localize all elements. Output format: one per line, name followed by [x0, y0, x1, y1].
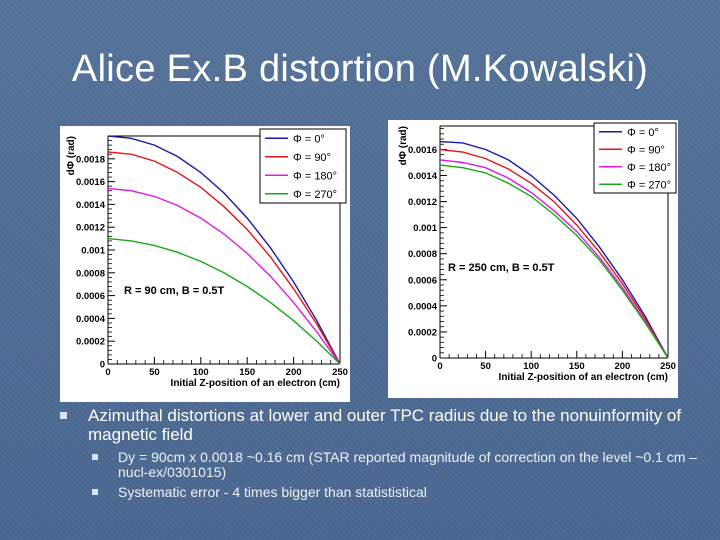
series-line-r250-1: [439, 148, 669, 359]
bullet-main: Azimuthal distortions at lower and outer…: [60, 406, 710, 444]
y-tick-label: 0.001: [413, 223, 437, 234]
sub-bullet-text: Systematic error - 4 times bigger than s…: [118, 484, 427, 500]
y-tick-label: 0.0018: [76, 154, 105, 165]
chart-panel-r250: 0 0.0002 0.0004 0.0006 0.0008 0.001 0.0012 0.00…: [388, 120, 678, 398]
y-tick-label: 0.0014: [76, 200, 106, 211]
sub-bullet-item: Dy = 90cm x 0.0018 ~0.16 cm (STAR report…: [92, 449, 710, 480]
x-tick-label: 0: [105, 367, 110, 378]
legend-label: Φ = 90°: [627, 144, 665, 156]
x-tick-label: 100: [523, 361, 539, 372]
legend-label: Φ = 270°: [627, 179, 671, 191]
x-tick-label: 50: [149, 367, 160, 378]
y-tick-label: 0.0004: [76, 314, 106, 325]
series-line-r250-0: [439, 140, 669, 359]
series-line-r250-2: [439, 159, 669, 359]
y-tick-label: 0.0012: [76, 223, 105, 234]
y-tick-label: 0.0016: [408, 145, 437, 156]
legend-box: [259, 128, 347, 204]
y-tick-label: 0.0014: [408, 171, 438, 182]
y-tick-label: 0.0016: [76, 177, 105, 188]
y-axis-label: dΦ (rad): [66, 136, 77, 175]
x-tick-label: 250: [660, 361, 676, 372]
slide-title: Alice Ex.B distortion (M.Kowalski): [71, 48, 649, 90]
x-tick-label: 0: [437, 361, 442, 372]
chart-annotation: R = 250 cm, B = 0.5T: [448, 262, 555, 274]
legend-label: Φ = 180°: [627, 162, 671, 174]
x-tick-label: 100: [193, 367, 209, 378]
x-tick-label: 250: [332, 367, 348, 378]
chart-annotation: R = 90 cm, B = 0.5T: [124, 285, 225, 297]
sub-bullet-item: Systematic error - 4 times bigger than s…: [92, 484, 710, 500]
x-axis-label: Initial Z-position of an electron (cm): [171, 378, 340, 389]
series-line-r90-0: [107, 135, 341, 365]
y-tick-label: 0.0012: [408, 197, 437, 208]
bullet-square-icon: [60, 412, 67, 419]
series-line-r90-2: [107, 187, 341, 365]
y-tick-label: 0.0008: [408, 249, 437, 260]
chart-panel-r90: 0 0.0002 0.0004 0.0006 0.0008 0.001 0.0012 0.00…: [60, 126, 350, 402]
y-tick-label: 0: [100, 360, 105, 371]
series-line-r90-3: [107, 237, 341, 365]
sub-bullet-list: Dy = 90cm x 0.0018 ~0.16 cm (STAR report…: [60, 450, 710, 500]
series-line-r90-1: [107, 151, 341, 365]
y-tick-label: 0.0006: [408, 275, 437, 286]
y-axis-label: dΦ (rad): [398, 126, 409, 165]
sub-bullet-square-icon: [92, 489, 98, 495]
chart-r250-svg: 0 0.0002 0.0004 0.0006 0.0008 0.001 0.0012 0.00…: [398, 122, 677, 383]
y-tick-label: 0.0002: [408, 327, 437, 338]
y-tick-label: 0.001: [81, 246, 105, 257]
x-tick-label: 200: [614, 361, 630, 372]
x-tick-label: 150: [569, 361, 585, 372]
legend-label: Φ = 0°: [293, 133, 325, 145]
bullet-main-text: Azimuthal distortions at lower and outer…: [88, 406, 682, 444]
legend-label: Φ = 180°: [293, 170, 337, 182]
x-tick-label: 200: [286, 367, 302, 378]
y-tick-label: 0: [432, 354, 437, 365]
y-tick-label: 0.0006: [76, 291, 105, 302]
y-tick-label: 0.0002: [76, 337, 105, 348]
sub-bullet-text: Dy = 90cm x 0.0018 ~0.16 cm (STAR report…: [118, 449, 698, 480]
legend-box: [593, 122, 677, 194]
legend-label: Φ = 90°: [293, 152, 331, 164]
sub-bullet-square-icon: [92, 454, 98, 460]
x-tick-label: 50: [480, 361, 491, 372]
y-tick-label: 0.0004: [408, 301, 438, 312]
legend-label: Φ = 0°: [627, 127, 659, 139]
x-axis-label: Initial Z-position of an electron (cm): [499, 372, 668, 383]
chart-r90-svg: 0 0.0002 0.0004 0.0006 0.0008 0.001 0.0012 0.00…: [66, 128, 348, 389]
x-tick-label: 150: [239, 367, 255, 378]
series-line-r250-3: [439, 164, 669, 359]
y-tick-label: 0.0008: [76, 268, 105, 279]
legend-label: Φ = 270°: [293, 189, 337, 201]
bullet-list: Azimuthal distortions at lower and outer…: [60, 406, 710, 505]
